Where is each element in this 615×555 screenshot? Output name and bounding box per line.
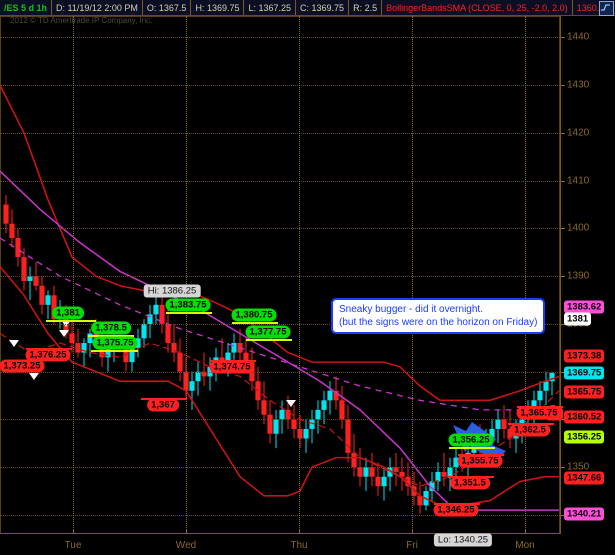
chart-price-label[interactable]: 1,381 [52, 306, 84, 320]
chart-price-label[interactable]: 1,378.5 [91, 321, 131, 335]
axis-price-tag[interactable]: 1383.62 [564, 300, 605, 314]
symbol-label[interactable]: /ES 5 d 1h [0, 0, 53, 15]
chart-price-label[interactable]: 1,380.75 [231, 308, 277, 322]
grid-line-horizontal [0, 85, 560, 87]
axis-price-tag[interactable]: 1347.66 [564, 471, 605, 485]
time-axis-tick-label: Mon [515, 540, 535, 551]
axis-tick [561, 276, 565, 278]
axis-price-tag[interactable]: 1381 [564, 312, 592, 326]
chart-price-label[interactable]: 1,362.5 [510, 423, 550, 437]
chart-price-label[interactable]: Hi: 1386.25 [143, 284, 201, 298]
axis-tick [412, 530, 413, 534]
axis-tick [561, 371, 565, 373]
price-axis-tick-label: 1410 [567, 175, 590, 187]
magenta-moving-average [0, 170, 560, 511]
study-value: 1360.52 [571, 0, 614, 15]
annotation-note[interactable]: Sneaky bugger - did it overnight. (but th… [331, 298, 546, 334]
chart-price-label[interactable]: 1,356.25 [448, 433, 494, 447]
grid-line-horizontal [0, 228, 560, 230]
open-label: O: 1367.5 [143, 0, 192, 15]
axis-price-tag[interactable]: 1373.38 [564, 349, 605, 363]
grid-line-vertical [412, 16, 413, 534]
axis-price-tag[interactable]: 1365.75 [564, 385, 605, 399]
time-axis-tick-label: Thu [290, 540, 308, 551]
axis-tick [561, 228, 565, 230]
grid-line-vertical [525, 16, 526, 534]
time-axis-tick-label: Tue [64, 540, 82, 551]
high-label: H: 1369.75 [191, 0, 245, 15]
grid-line-vertical [186, 16, 187, 534]
price-axis[interactable]: 1440143014201410140013901380137013601350… [546, 16, 615, 534]
grid-line-horizontal [0, 514, 560, 516]
chart-price-label[interactable]: 1,377.75 [245, 325, 291, 339]
price-axis-tick-label: 1390 [567, 270, 590, 282]
chart-price-label[interactable]: Lo: 1340.25 [433, 533, 493, 547]
chart-price-label[interactable]: 1,376.25 [25, 348, 71, 362]
grid-line-horizontal [0, 323, 560, 325]
axis-tick [561, 132, 565, 134]
axis-tick [561, 419, 565, 421]
axis-tick [186, 530, 187, 534]
chart-price-label[interactable]: 1,346.25 [433, 503, 479, 517]
axis-price-tag[interactable]: 1340.21 [564, 507, 605, 521]
grid-line-horizontal [0, 132, 560, 134]
chart-price-label[interactable]: 1,383.75 [165, 298, 211, 312]
price-level-line [88, 335, 134, 337]
price-level-line [46, 320, 96, 322]
grid-line-vertical [299, 16, 300, 534]
grid-line-horizontal [0, 276, 560, 278]
low-label: L: 1367.25 [244, 0, 297, 15]
chart-wave-icon[interactable] [599, 1, 614, 16]
price-axis-tick-label: 1350 [567, 461, 590, 473]
price-level-line [166, 312, 212, 314]
grid-line-horizontal [0, 180, 560, 182]
chart-price-label[interactable]: 1,365.75 [516, 406, 562, 420]
grid-line-horizontal [0, 371, 560, 373]
price-level-line [449, 447, 495, 449]
note-line-2: (but the signs were on the horizon on Fr… [339, 317, 538, 328]
range-label: R: 2.5 [349, 0, 383, 15]
study-label[interactable]: BollingerBandsSMA (CLOSE, 0, 25, -2.0, 2… [386, 2, 568, 13]
axis-tick [561, 180, 565, 182]
price-axis-tick-label: 1440 [567, 31, 590, 43]
time-axis[interactable]: Tue Wed Thu Fri Mon [0, 530, 560, 555]
price-level-line [91, 350, 138, 352]
axis-tick [525, 530, 526, 534]
axis-tick [299, 530, 300, 534]
date-label: D: 11/19/12 2:00 PM [52, 0, 143, 15]
price-axis-tick-label: 1430 [567, 79, 590, 91]
price-level-line [232, 322, 278, 324]
axis-price-tag[interactable]: 1369.75 [564, 366, 605, 380]
chart-price-label[interactable]: 1,373.25 [0, 359, 45, 373]
grid-line-horizontal [0, 467, 560, 469]
axis-tick [561, 514, 565, 516]
grid-line-vertical [73, 16, 74, 534]
chart-price-label[interactable]: 1,351.5 [450, 476, 490, 490]
axis-tick [561, 467, 565, 469]
chart-price-label[interactable]: 1,355.75 [457, 454, 503, 468]
price-level-line [246, 339, 292, 341]
price-axis-tick-label: 1400 [567, 222, 590, 234]
axis-tick [561, 37, 565, 39]
grid-line-horizontal [0, 419, 560, 421]
axis-tick [561, 323, 565, 325]
chart-price-label[interactable]: 1,374.75 [209, 360, 255, 374]
axis-tick [73, 530, 74, 534]
close-label: C: 1369.75 [296, 0, 350, 15]
chart-price-label[interactable]: 1,367 [147, 398, 179, 412]
price-axis-tick-label: 1420 [567, 127, 590, 139]
chart-info-bar: /ES 5 d 1h D: 11/19/12 2:00 PM O: 1367.5… [0, 0, 615, 16]
axis-price-tag[interactable]: 1356.25 [564, 430, 605, 444]
time-axis-tick-label: Fri [406, 540, 418, 551]
grid-line-horizontal [0, 37, 560, 39]
copyright-text: 2012 © TD Ameritrade IP Company, Inc. [10, 16, 153, 25]
chart-price-label[interactable]: 1,375.75 [92, 336, 138, 350]
note-line-1: Sneaky bugger - did it overnight. [339, 304, 483, 315]
time-axis-tick-label: Wed [175, 540, 197, 551]
axis-price-tag[interactable]: 1360.52 [564, 410, 605, 424]
axis-tick [561, 85, 565, 87]
